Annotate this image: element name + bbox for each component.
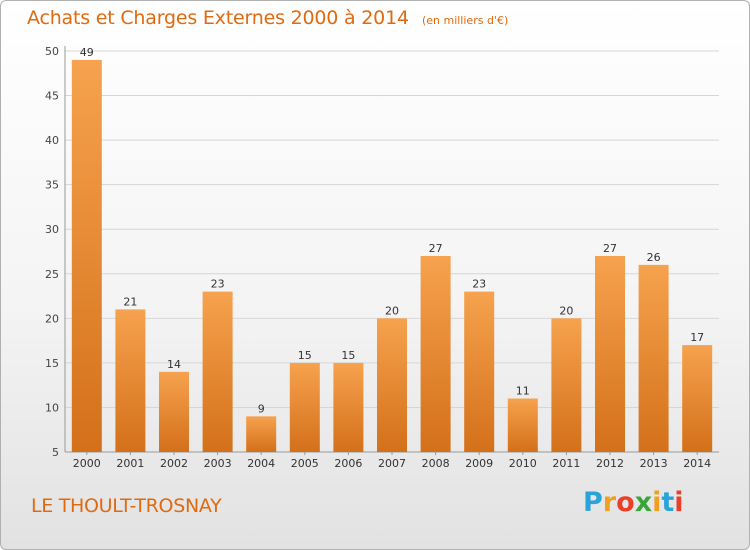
bar [595,255,625,452]
logo-letter: i [652,487,662,518]
bar [333,362,364,452]
data-label: 14 [167,358,181,371]
y-tick-label: 40 [45,134,59,147]
y-tick-label: 50 [45,45,59,58]
place-name: LE THOULT-TROSNAY [31,495,222,517]
bar [289,362,320,452]
y-tick-label: 15 [45,357,59,370]
data-label: 17 [690,331,704,344]
y-tick-label: 5 [52,446,59,459]
chart-subtitle: (en milliers d'€) [421,14,509,27]
chart-title: Achats et Charges Externes 2000 à 2014 [27,7,409,29]
bar [420,255,451,452]
bar [246,416,277,452]
data-label: 15 [341,349,355,362]
data-label: 23 [472,278,486,291]
x-tick-label: 2006 [334,457,362,470]
data-label: 27 [603,242,617,255]
data-label: 11 [516,385,530,398]
bar [682,345,713,452]
x-tick-label: 2008 [422,457,450,470]
y-tick-label: 30 [45,223,59,236]
bar [159,371,189,452]
logo-letter: o [616,487,635,518]
data-label: 49 [80,46,94,59]
x-tick-label: 2012 [596,457,624,470]
x-tick-label: 2013 [640,457,668,470]
x-tick-label: 2004 [247,457,275,470]
bar [464,291,495,452]
data-label: 26 [647,251,661,264]
data-label: 21 [123,295,137,308]
data-label: 15 [298,349,312,362]
x-tick-label: 2014 [683,457,711,470]
logo-letter: P [583,487,603,518]
data-label: 20 [385,304,399,317]
y-tick-label: 20 [45,312,59,325]
logo-letter: t [661,487,675,518]
logo-letter: x [634,487,653,518]
x-tick-label: 2007 [378,457,406,470]
bar [202,291,233,452]
logo-letter: r [602,487,617,518]
proxiti-logo[interactable]: Proxiti [583,487,684,518]
y-tick-label: 10 [45,401,59,414]
x-tick-label: 2009 [465,457,493,470]
bar [377,318,407,452]
x-tick-label: 2000 [73,457,101,470]
y-tick-label: 35 [45,179,59,192]
bar [115,309,146,452]
data-label: 9 [258,402,265,415]
bar [551,318,582,452]
y-tick-label: 25 [45,268,59,281]
x-tick-label: 2001 [116,457,144,470]
title-row: Achats et Charges Externes 2000 à 2014 (… [27,7,508,29]
x-tick-label: 2005 [291,457,319,470]
y-tick-label: 45 [45,90,59,103]
bar [507,398,538,452]
bar [638,264,669,452]
data-label: 20 [559,304,573,317]
data-label: 23 [211,278,225,291]
bar [71,59,102,453]
x-tick-label: 2002 [160,457,188,470]
x-tick-label: 2010 [509,457,537,470]
x-tick-label: 2011 [552,457,580,470]
x-tick-label: 2003 [204,457,232,470]
data-label: 27 [429,242,443,255]
logo-letter: i [674,487,684,518]
